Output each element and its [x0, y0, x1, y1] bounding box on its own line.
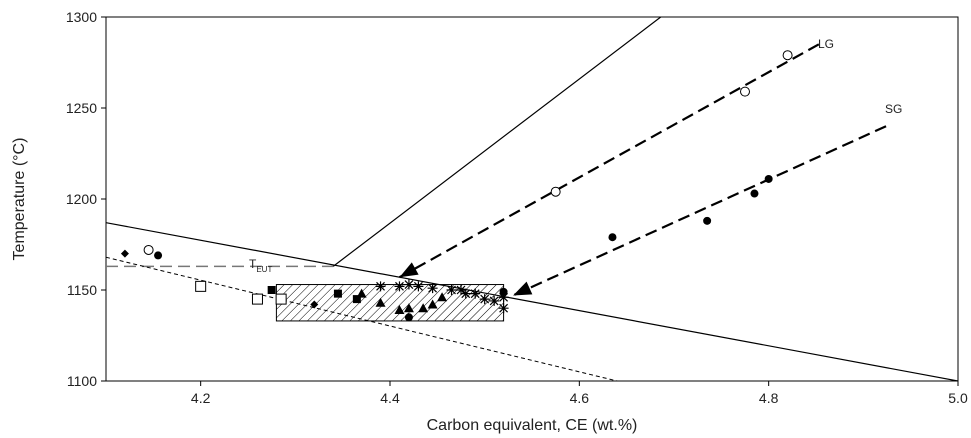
x-tick-label: 5.0: [948, 390, 968, 406]
y-tick-label: 1250: [66, 100, 97, 116]
point: [120, 249, 129, 258]
plot-frame: [105, 16, 959, 382]
plot-area: [106, 17, 958, 381]
point: [251, 293, 263, 305]
point: [498, 303, 509, 314]
point: [356, 288, 367, 298]
line: [398, 43, 820, 279]
point: [427, 299, 438, 309]
line: [512, 125, 887, 297]
point: [460, 288, 471, 299]
line: [106, 222, 958, 381]
annotation-text: LG: [818, 37, 834, 51]
point: [267, 286, 276, 294]
point: [333, 289, 342, 298]
point: [470, 288, 481, 299]
point: [143, 244, 154, 255]
point: [154, 251, 163, 260]
annotation-text: T: [249, 257, 257, 271]
point: [352, 295, 361, 304]
point: [413, 281, 424, 292]
point: [764, 174, 773, 183]
point: [403, 279, 414, 290]
point: [427, 283, 438, 294]
arrowhead: [513, 281, 533, 296]
annotation: SG: [885, 102, 902, 116]
point: [456, 285, 466, 295]
y-tick-label: 1150: [67, 282, 97, 298]
annotation-subscript: EUT: [256, 265, 272, 274]
point: [446, 285, 457, 295]
point: [740, 86, 750, 97]
point: [275, 293, 287, 305]
x-tick-label: 4.4: [380, 390, 400, 406]
x-tick-label: 4.6: [570, 390, 590, 406]
y-axis-label: Temperature (°C): [11, 138, 28, 261]
point: [404, 313, 413, 322]
point: [310, 300, 319, 309]
point: [479, 294, 490, 305]
annotation: LG: [818, 37, 834, 51]
y-tick-label: 1100: [67, 373, 97, 389]
point: [499, 287, 508, 296]
point: [550, 186, 561, 197]
line: [106, 256, 618, 381]
point: [418, 303, 429, 313]
annotation: TEUT: [249, 257, 272, 274]
x-axis-label: Carbon equivalent, CE (wt.%): [427, 417, 638, 434]
point: [375, 297, 386, 307]
x-tick-label: 4.2: [191, 390, 211, 406]
point: [437, 292, 448, 302]
point: [498, 292, 509, 303]
point: [394, 305, 405, 315]
point: [489, 295, 500, 306]
point: [403, 303, 414, 313]
point: [782, 50, 793, 61]
y-tick-label: 1300: [66, 9, 97, 25]
point: [394, 281, 405, 292]
annotation-text: SG: [885, 102, 902, 116]
point: [750, 189, 759, 198]
point: [703, 216, 712, 225]
line: [332, 17, 662, 267]
point: [375, 281, 386, 292]
point: [608, 233, 617, 242]
point: [195, 280, 207, 292]
y-tick-label: 1200: [66, 191, 97, 207]
arrowhead: [399, 262, 419, 278]
x-tick-label: 4.8: [759, 390, 779, 406]
